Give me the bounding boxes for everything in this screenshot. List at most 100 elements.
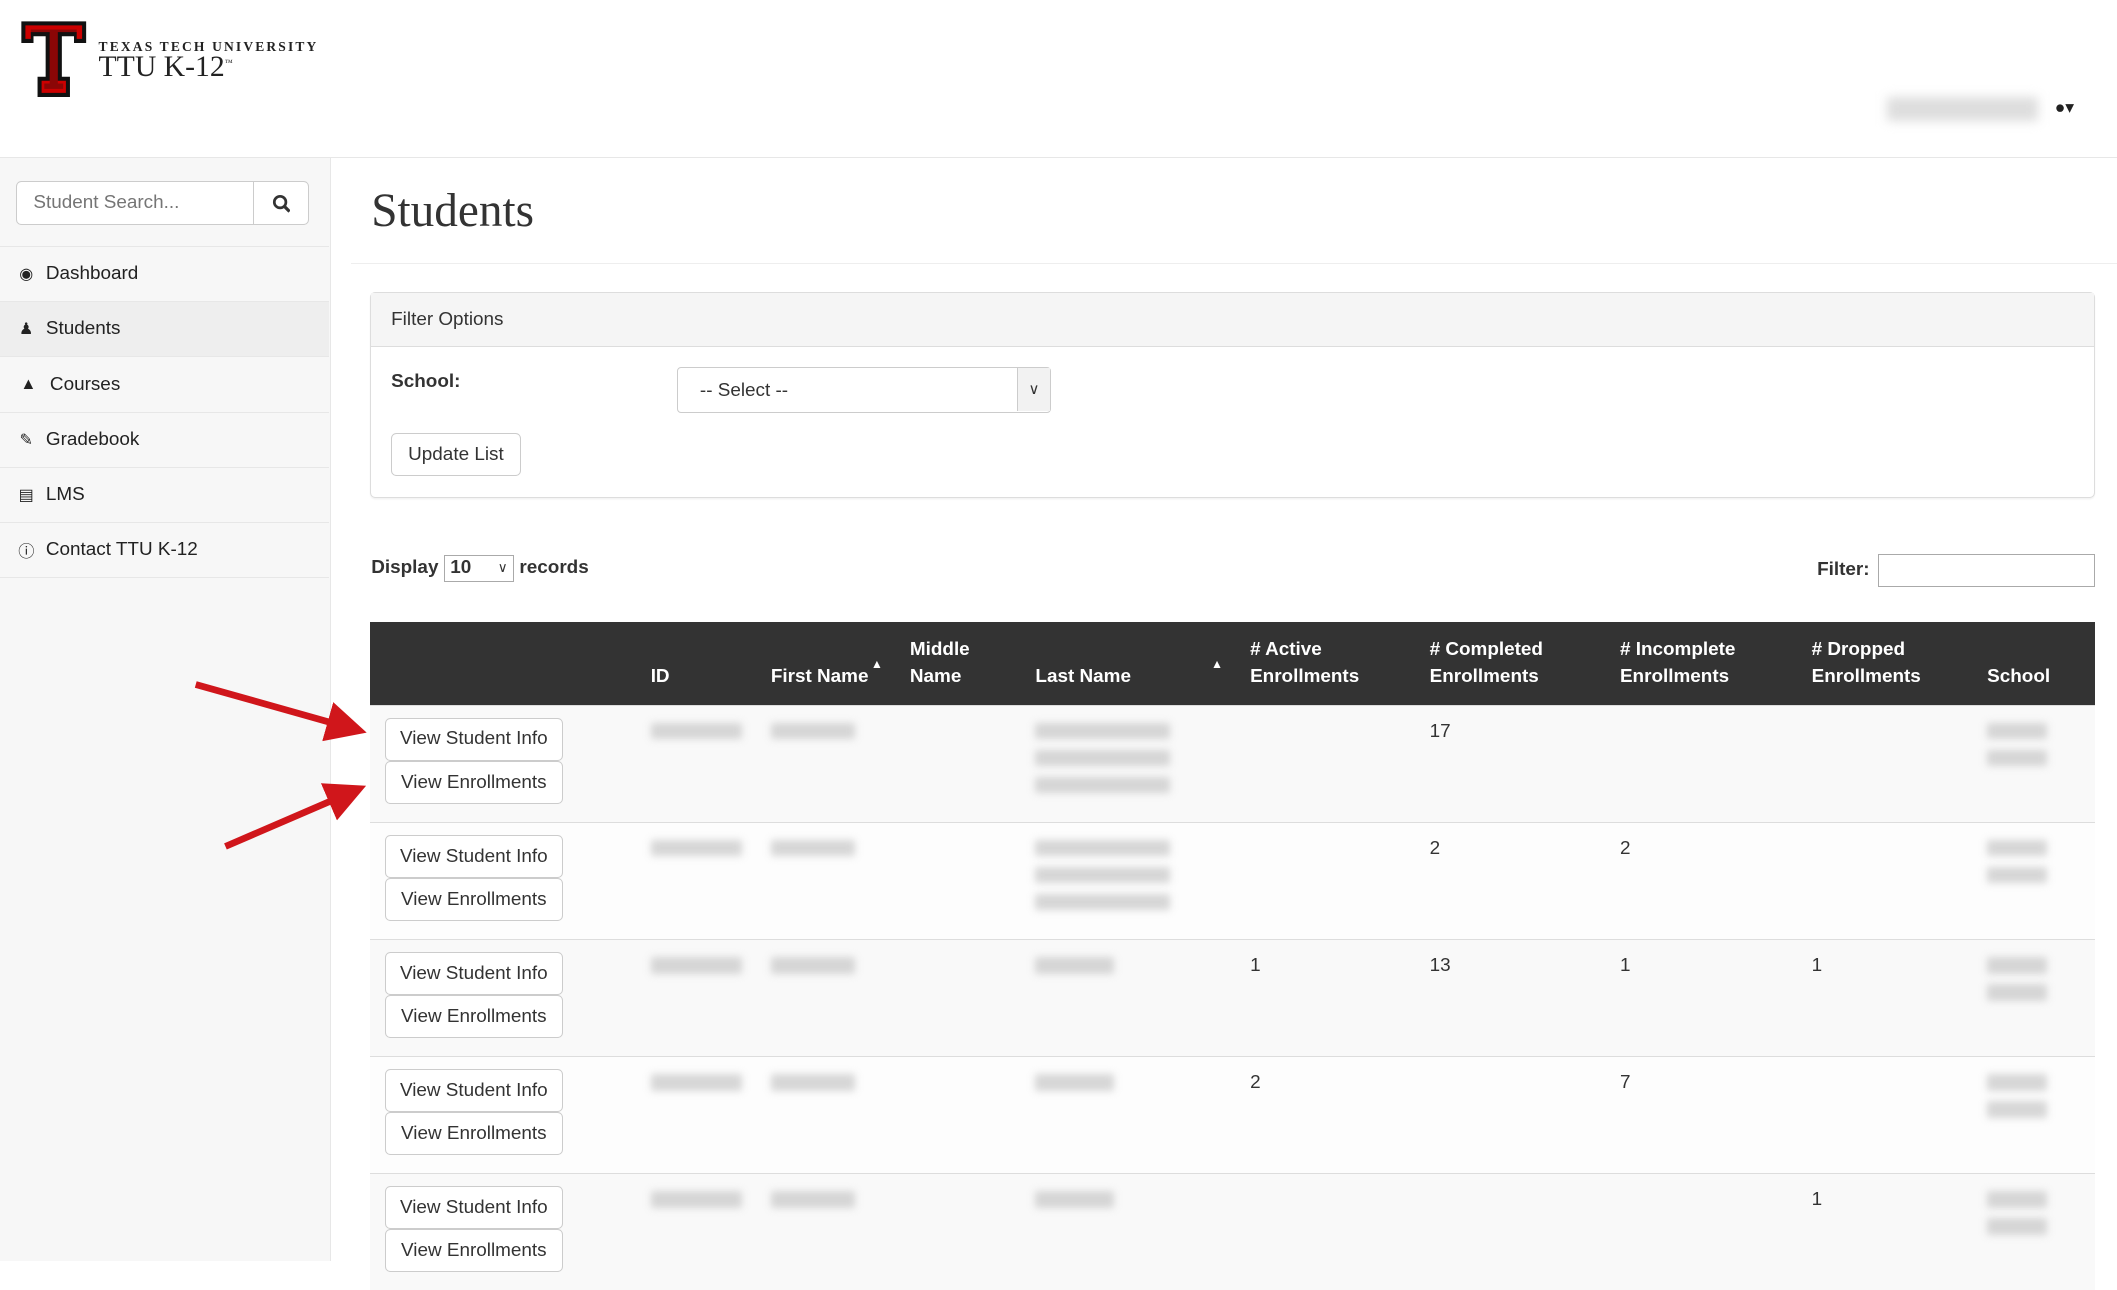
redacted-text <box>770 840 855 857</box>
col-id[interactable]: ID <box>639 622 761 706</box>
col-label: First Name <box>770 665 869 687</box>
redacted-text <box>650 840 743 857</box>
redacted-text <box>650 957 743 974</box>
col-completed[interactable]: # Completed Enrollments <box>1418 622 1610 706</box>
divider <box>351 263 2117 264</box>
view-student-info-button[interactable]: View Student Info <box>384 1069 563 1113</box>
user-name-blurred[interactable] <box>1887 97 2039 122</box>
redacted-text <box>770 723 855 740</box>
filter-options-panel: Filter Options School: -- Select -- ∨ Upd… <box>369 291 2096 499</box>
sidebar-item-label: Dashboard <box>45 262 139 284</box>
redacted-text <box>1035 777 1171 794</box>
dropped-cell <box>1800 821 1977 940</box>
active-cell <box>1239 821 1419 940</box>
redacted-text <box>1987 1101 2047 1118</box>
redacted-text <box>1035 1074 1114 1091</box>
top-header: TEXAS TECH UNIVERSITY TTU K-12™ ●▾ <box>0 0 2117 158</box>
first-name-cell <box>760 704 900 823</box>
last-name-cell <box>1024 938 1240 1057</box>
user-icon[interactable]: ●▾ <box>2054 97 2075 118</box>
view-enrollments-button[interactable]: View Enrollments <box>384 995 563 1039</box>
school-select[interactable]: -- Select -- ∨ <box>677 366 1052 413</box>
col-label: Last Name <box>1035 665 1131 687</box>
table-row: View Student Info View Enrollments 2 2 <box>369 821 2096 940</box>
records-label: records <box>519 557 589 579</box>
id-cell <box>639 938 761 1057</box>
view-enrollments-button[interactable]: View Enrollments <box>384 761 563 805</box>
last-name-cell <box>1024 704 1240 823</box>
redacted-text <box>650 723 743 740</box>
view-enrollments-button[interactable]: View Enrollments <box>384 1229 563 1273</box>
view-student-info-button[interactable]: View Student Info <box>384 951 563 996</box>
filter-input[interactable] <box>1877 553 2096 588</box>
info-circle-icon: ⓘ <box>18 543 35 562</box>
records-value: 10 <box>450 557 472 579</box>
school-cell <box>1976 938 2096 1057</box>
redacted-text <box>1035 750 1171 767</box>
sidebar-item-dashboard[interactable]: ◉ Dashboard <box>0 245 330 301</box>
redacted-text <box>1987 723 2047 740</box>
page-title: Students <box>371 184 535 237</box>
completed-cell: 17 <box>1418 704 1610 823</box>
dropped-cell: 1 <box>1800 938 1977 1057</box>
sidebar-item-lms[interactable]: ▤ LMS <box>0 467 330 522</box>
view-student-info-button[interactable]: View Student Info <box>384 834 563 879</box>
records-per-page-select[interactable]: 10 ∨ <box>443 554 515 582</box>
middle-name-cell <box>899 1172 1025 1290</box>
redacted-text <box>770 1191 855 1208</box>
brand-university: TEXAS TECH UNIVERSITY <box>98 39 319 55</box>
brand-name: TTU K-12™ <box>98 51 233 84</box>
col-incomplete[interactable]: # Incomplete Enrollments <box>1609 622 1801 706</box>
panel-heading: Filter Options <box>370 292 2095 347</box>
id-cell <box>639 821 761 940</box>
school-select-value: -- Select -- <box>699 379 789 401</box>
sidebar-item-gradebook[interactable]: ✎ Gradebook <box>0 411 330 467</box>
chevron-down-icon: ∨ <box>497 560 508 576</box>
sidebar-item-courses[interactable]: ▲ Courses <box>0 356 330 411</box>
sidebar-item-label: Contact TTU K-12 <box>45 539 198 561</box>
middle-name-cell <box>899 821 1025 940</box>
redacted-text <box>650 1191 743 1208</box>
search-button[interactable] <box>252 181 308 225</box>
col-school[interactable]: School <box>1976 622 2096 706</box>
redacted-text <box>770 1074 855 1091</box>
actions-cell: View Student Info View Enrollments <box>369 704 640 823</box>
incomplete-cell <box>1609 704 1801 823</box>
col-dropped[interactable]: # Dropped Enrollments <box>1800 622 1977 706</box>
col-middle-name[interactable]: Middle Name <box>899 622 1025 706</box>
active-cell <box>1239 1172 1419 1290</box>
school-cell <box>1976 704 2096 823</box>
col-actions <box>369 622 640 706</box>
incomplete-cell: 2 <box>1609 821 1801 940</box>
sidebar-item-label: Gradebook <box>45 428 140 450</box>
view-student-info-button[interactable]: View Student Info <box>384 1186 563 1230</box>
middle-name-cell <box>899 938 1025 1057</box>
table-row: View Student Info View Enrollments 2 7 <box>369 1055 2096 1174</box>
school-cell <box>1976 821 2096 940</box>
update-list-button[interactable]: Update List <box>391 432 521 477</box>
actions-cell: View Student Info View Enrollments <box>369 938 640 1057</box>
users-icon: ♟ <box>19 320 34 339</box>
sidebar-item-contact[interactable]: ⓘ Contact TTU K-12 <box>0 522 330 578</box>
dropped-cell <box>1800 1055 1977 1174</box>
students-table: ID First Name ▲ Middle Name Last Name ▲ # … <box>369 622 2096 1290</box>
col-first-name[interactable]: First Name ▲ <box>760 622 900 706</box>
school-cell <box>1976 1055 2096 1174</box>
view-enrollments-button[interactable]: View Enrollments <box>384 878 563 922</box>
sidebar-item-label: Students <box>45 318 121 340</box>
completed-cell <box>1418 1055 1610 1174</box>
dashboard-icon: ◉ <box>19 264 34 283</box>
col-active[interactable]: # Active Enrollments <box>1239 622 1419 706</box>
redacted-text <box>1987 1191 2047 1208</box>
sidebar-nav: ◉ Dashboard ♟ Students ▲ Courses ✎ Gradebook… <box>0 245 330 578</box>
view-student-info-button[interactable]: View Student Info <box>384 717 563 762</box>
sidebar-item-students[interactable]: ♟ Students <box>0 301 330 357</box>
col-last-name[interactable]: Last Name ▲ <box>1024 622 1240 706</box>
redacted-text <box>1035 840 1171 857</box>
double-t-logo[interactable] <box>20 20 88 98</box>
completed-cell <box>1418 1172 1610 1290</box>
view-enrollments-button[interactable]: View Enrollments <box>384 1112 563 1156</box>
table-row: View Student Info View Enrollments 17 <box>369 704 2096 823</box>
student-search-input[interactable] <box>17 181 253 225</box>
active-cell: 2 <box>1239 1055 1419 1174</box>
